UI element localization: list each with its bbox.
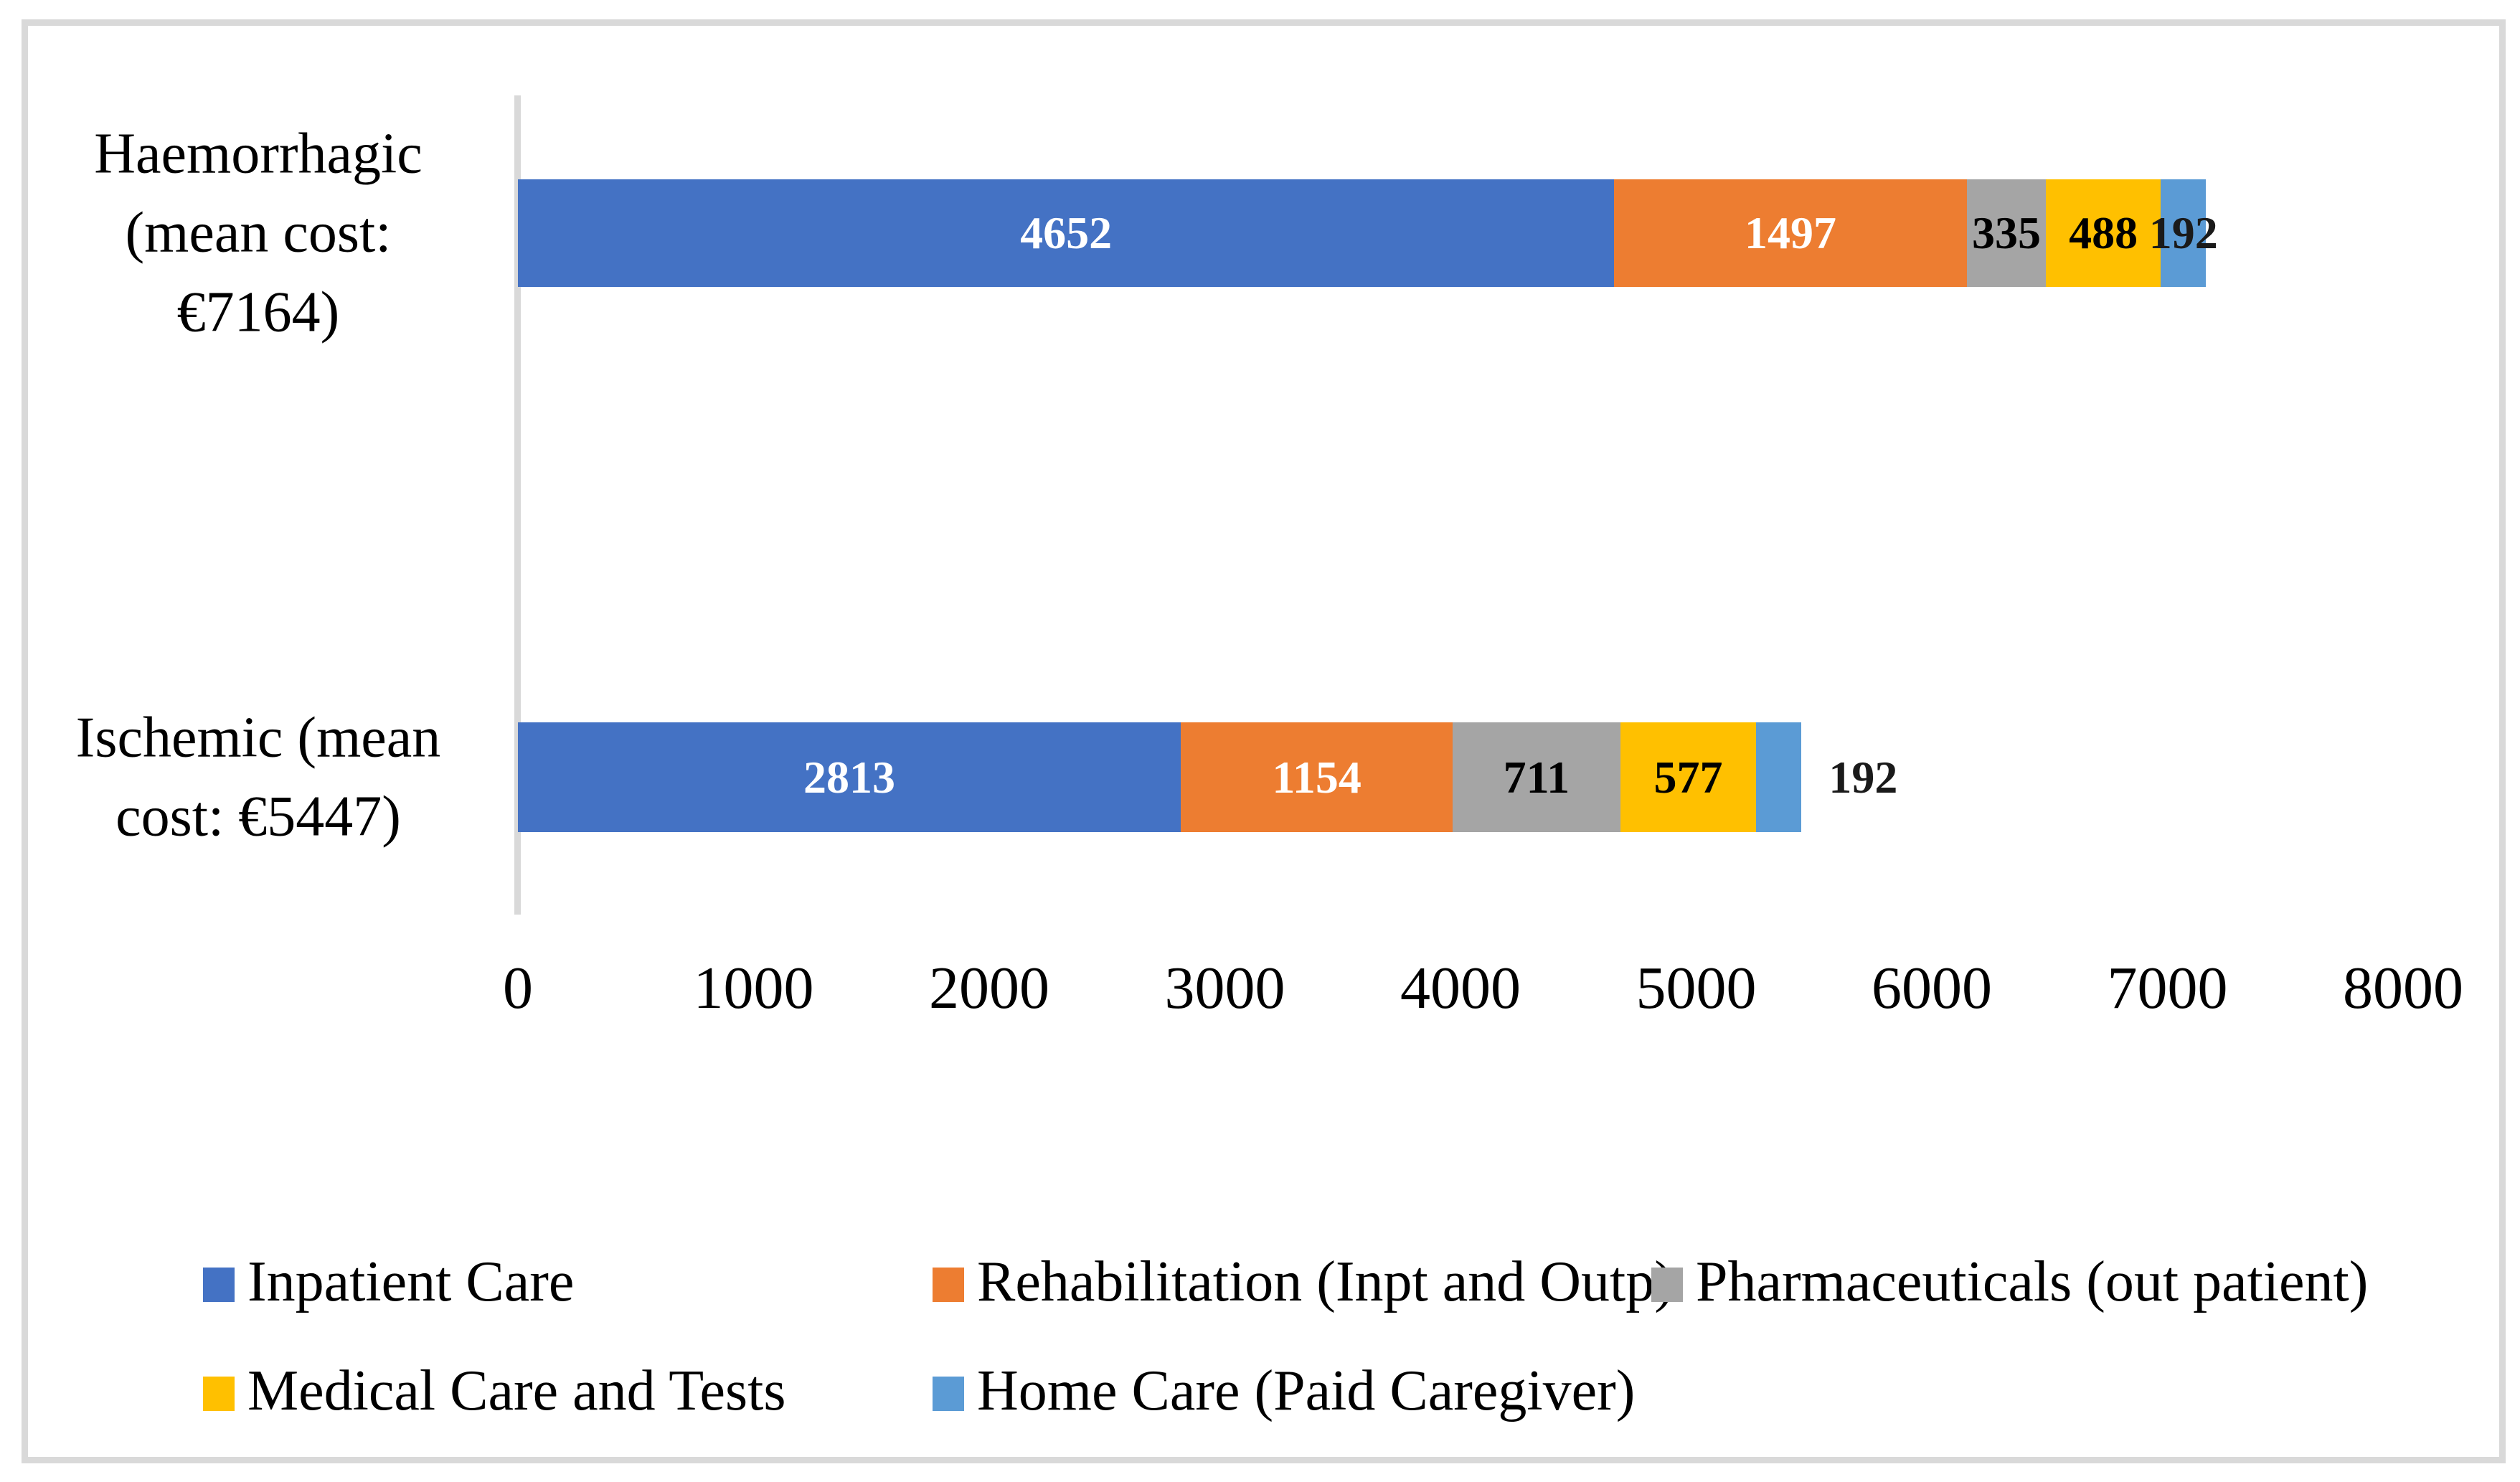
x-tick-label: 3000 <box>1164 955 1285 1021</box>
category-label: Haemorrhagic (mean cost: €7164) <box>94 122 423 344</box>
legend-swatch-icon <box>933 1268 964 1302</box>
data-label-outside: 192 <box>1828 751 1898 803</box>
x-tick-label: 1000 <box>693 955 814 1021</box>
x-tick-label: 4000 <box>1400 955 1521 1021</box>
legend-label: Home Care (Paid Caregiver) <box>977 1359 1636 1422</box>
data-label: 1154 <box>1272 751 1362 803</box>
segment <box>1756 722 1802 832</box>
segment: 2813 <box>518 722 1181 832</box>
data-label: 1497 <box>1745 207 1837 258</box>
data-label: 711 <box>1503 751 1570 803</box>
legend-label: Medical Care and Tests <box>247 1359 786 1422</box>
x-tick-label: 0 <box>503 955 533 1021</box>
bar-ischemic: 2813 1154 711 577 192 <box>518 722 1897 832</box>
x-tick-label: 6000 <box>1872 955 1992 1021</box>
data-label: 577 <box>1653 751 1723 803</box>
data-label: 2813 <box>803 751 896 803</box>
category-label: Ischemic (mean cost: €5447) <box>75 706 441 849</box>
legend-item: Inpatient Care <box>203 1253 574 1311</box>
chart-border <box>22 19 2506 1463</box>
segment: 4652 <box>518 179 1615 287</box>
legend-label: Rehabilitation (Inpt and Outp) <box>977 1250 1674 1313</box>
data-label: 488 <box>2069 207 2138 258</box>
legend-item: Home Care (Paid Caregiver) <box>933 1362 1635 1420</box>
segment: 192 <box>2149 179 2218 287</box>
legend-item: Rehabilitation (Inpt and Outp) <box>933 1253 1674 1311</box>
value-axis: 0 1000 2000 3000 4000 5000 6000 7000 8000 <box>503 955 2463 1037</box>
x-tick-label: 2000 <box>929 955 1049 1021</box>
x-tick-label: 5000 <box>1636 955 1757 1021</box>
data-label: 335 <box>1971 207 2041 258</box>
legend-label: Inpatient Care <box>247 1250 575 1313</box>
data-label: 192 <box>2148 207 2218 258</box>
x-tick-label: 7000 <box>2107 955 2228 1021</box>
segment: 1497 <box>1614 179 1967 287</box>
legend-item: Pharmaceuticals (out patient) <box>1651 1253 2368 1311</box>
segment: 711 <box>1453 722 1620 832</box>
segment: 488 <box>2045 179 2161 287</box>
legend-swatch-icon <box>203 1377 235 1411</box>
segment: 577 <box>1620 722 1757 832</box>
legend-swatch-icon <box>933 1377 964 1411</box>
legend-swatch-icon <box>1651 1268 1683 1302</box>
segment: 335 <box>1966 179 2046 287</box>
bar-haemorrhagic: 4652 1497 335 488 192 <box>518 179 2218 287</box>
x-tick-label: 8000 <box>2343 955 2463 1021</box>
legend-swatch-icon <box>203 1268 235 1302</box>
category-axis-line <box>514 95 521 915</box>
data-label: 4652 <box>1020 207 1113 258</box>
plot-area: 4652 1497 335 488 192 2813 1154 711 577 192 <box>518 95 2403 915</box>
legend-item: Medical Care and Tests <box>203 1362 785 1420</box>
legend-label: Pharmaceuticals (out patient) <box>1696 1250 2369 1313</box>
segment: 1154 <box>1181 722 1453 832</box>
